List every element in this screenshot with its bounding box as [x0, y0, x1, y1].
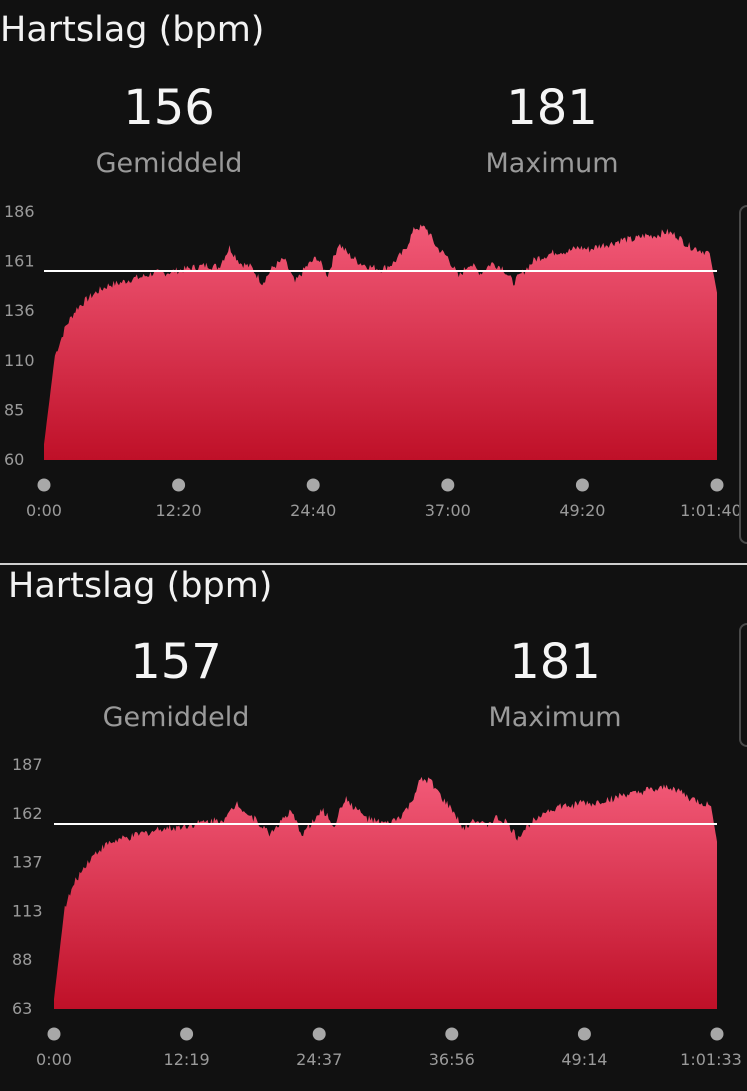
x-tick-label: 49:14 [561, 1050, 607, 1069]
y-tick-label: 162 [12, 804, 43, 823]
average-value: 157 [130, 634, 222, 690]
y-tick-label: 63 [12, 999, 32, 1018]
x-tick-dot [710, 478, 724, 492]
x-tick-label: 12:20 [156, 501, 202, 520]
average-label: Gemiddeld [102, 702, 250, 733]
x-tick-label: 1:01:40 [680, 501, 742, 520]
x-tick-label: 0:00 [26, 501, 62, 520]
maximum-value: 181 [506, 80, 598, 136]
x-tick-dot [306, 478, 320, 492]
heart-rate-area [54, 776, 717, 1009]
heart-rate-area [44, 224, 717, 460]
y-tick-label: 137 [12, 853, 43, 872]
x-tick-dot [312, 1027, 326, 1041]
x-tick-label: 24:40 [290, 501, 336, 520]
y-tick-label: 187 [12, 755, 43, 774]
y-tick-label: 110 [4, 351, 35, 370]
y-tick-label: 161 [4, 252, 35, 271]
x-tick-label: 36:56 [429, 1050, 475, 1069]
scroll-indicator[interactable] [739, 623, 747, 747]
y-tick-label: 136 [4, 301, 35, 320]
x-tick-label: 49:20 [559, 501, 605, 520]
x-tick-dot [575, 478, 589, 492]
heart-rate-panel-1: Hartslag (bpm) 156 Gemiddeld 181 Maximum… [0, 10, 747, 544]
x-tick-label: 12:19 [164, 1050, 210, 1069]
panel-title: Hartslag (bpm) [0, 10, 265, 50]
heart-rate-panel-2: Hartslag (bpm) 157 Gemiddeld 181 Maximum… [0, 563, 747, 1091]
panel-divider [0, 563, 747, 565]
average-value: 156 [123, 80, 215, 136]
heart-rate-chart: 63 88 113 137 162 187 0:00 12:19 24:37 36:56 49:14… [12, 755, 742, 1069]
y-tick-label: 113 [12, 901, 43, 920]
x-tick-dot [577, 1027, 591, 1041]
y-tick-label: 186 [4, 202, 35, 221]
x-tick-dot [172, 478, 186, 492]
scroll-indicator[interactable] [739, 205, 747, 544]
y-tick-label: 88 [12, 950, 32, 969]
y-tick-label: 60 [4, 450, 24, 469]
x-tick-label: 1:01:33 [680, 1050, 742, 1069]
panel-title: Hartslag (bpm) [8, 566, 273, 606]
heart-rate-chart: 60 85 110 136 161 186 0:00 12:20 24:40 37:00 49:20… [4, 202, 742, 520]
maximum-label: Maximum [488, 702, 622, 733]
x-tick-label: 24:37 [296, 1050, 342, 1069]
x-tick-dot [441, 478, 455, 492]
x-tick-label: 0:00 [36, 1050, 72, 1069]
maximum-value: 181 [509, 634, 601, 690]
x-tick-dot [445, 1027, 459, 1041]
x-tick-label: 37:00 [425, 501, 471, 520]
average-label: Gemiddeld [95, 148, 243, 179]
y-tick-label: 85 [4, 400, 24, 419]
x-tick-dot [180, 1027, 194, 1041]
x-tick-dot [37, 478, 51, 492]
x-tick-dot [47, 1027, 61, 1041]
maximum-label: Maximum [485, 148, 619, 179]
x-tick-dot [710, 1027, 724, 1041]
